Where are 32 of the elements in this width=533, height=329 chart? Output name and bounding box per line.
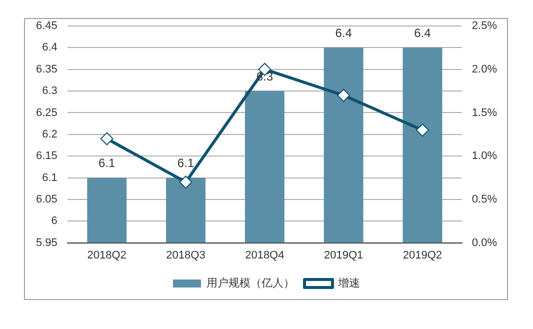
y2-tick-label: 0.0% xyxy=(472,236,498,249)
y2-tick-label: 2.0% xyxy=(472,63,498,76)
y-tick-label: 6 xyxy=(51,215,58,228)
x-tick-label: 2018Q4 xyxy=(245,249,284,262)
y2-tick-label: 1.5% xyxy=(472,106,498,119)
y-tick-label: 6.2 xyxy=(42,128,58,140)
x-tick-label: 2018Q2 xyxy=(87,249,126,262)
y-tick-label: 6.25 xyxy=(36,106,58,119)
y-tick-label: 6.45 xyxy=(36,20,58,32)
y-tick-label: 6.4 xyxy=(42,42,58,54)
y-tick-label: 5.95 xyxy=(36,236,58,249)
data-label: 6.1 xyxy=(177,156,194,170)
data-label: 6.4 xyxy=(414,26,432,40)
point xyxy=(100,132,114,146)
y-tick-label: 6.3 xyxy=(42,85,58,98)
legend-label: 用户规模（亿人） xyxy=(206,276,294,290)
y2-tick-label: 0.5% xyxy=(472,193,498,206)
legend-label: 增速 xyxy=(337,276,360,290)
y-tick-label: 6.05 xyxy=(36,193,58,206)
point xyxy=(416,124,429,137)
y2-tick-label: 1.0% xyxy=(472,150,498,162)
point xyxy=(337,88,350,102)
y2-tick-label: 2.5% xyxy=(472,20,498,32)
x-tick-label: 2019Q2 xyxy=(402,249,442,262)
data-label: 6.1 xyxy=(98,156,116,170)
point xyxy=(179,176,192,189)
y-tick-label: 6.1 xyxy=(42,172,58,184)
y-tick-label: 6.35 xyxy=(36,63,58,76)
data-label: 6.4 xyxy=(335,26,352,40)
y-tick-label: 6.15 xyxy=(36,150,58,162)
x-tick-label: 2019Q1 xyxy=(324,249,364,262)
x-tick-label: 2018Q3 xyxy=(166,249,206,262)
